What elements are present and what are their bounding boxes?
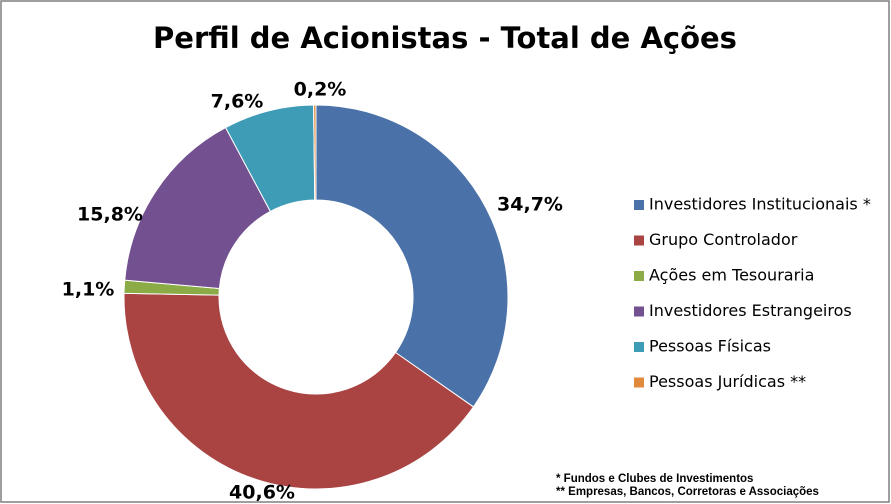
- legend-swatch: [634, 271, 644, 281]
- legend-swatch: [634, 377, 644, 388]
- legend-swatch: [634, 342, 644, 352]
- legend-label: Grupo Controlador: [649, 230, 798, 249]
- legend-swatch: [634, 200, 644, 210]
- data-label: 40,6%: [229, 482, 295, 504]
- donut-slice: [313, 104, 317, 201]
- legend-label: Investidores Institucionais *: [649, 195, 871, 214]
- legend-label: Pessoas Físicas: [649, 337, 771, 356]
- data-label: 0,2%: [294, 79, 347, 101]
- data-label: 1,1%: [62, 279, 115, 301]
- data-label: 15,8%: [77, 204, 143, 226]
- chart-title: Perfil de Acionistas - Total de Ações: [153, 21, 737, 55]
- legend-label: Pessoas Jurídicas **: [649, 372, 806, 391]
- donut-slice: [124, 126, 272, 290]
- data-label: 34,7%: [497, 194, 563, 216]
- legend-label: Ações em Tesouraria: [649, 266, 814, 285]
- legend-swatch: [634, 235, 644, 246]
- footnote: * Fundos e Clubes de Investimentos: [556, 473, 753, 485]
- donut-slice: [315, 104, 509, 408]
- legend-swatch: [634, 306, 644, 317]
- data-label: 7,6%: [211, 91, 264, 113]
- footnote: ** Empresas, Bancos, Corretoras e Associ…: [556, 486, 819, 498]
- legend-label: Investidores Estrangeiros: [649, 301, 852, 320]
- donut-slice: [123, 292, 475, 490]
